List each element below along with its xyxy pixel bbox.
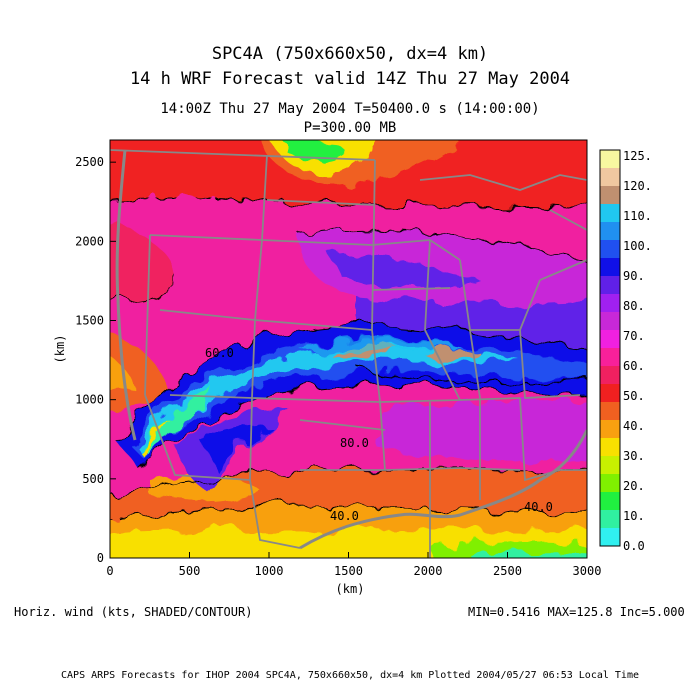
y-tick-label: 1500 (75, 314, 104, 328)
y-tick-label: 2500 (75, 155, 104, 169)
contour-label-40-right: 40.0 (524, 500, 553, 514)
colorbar-label: 0.0 (623, 539, 645, 553)
colorbar-label: 20. (623, 479, 645, 493)
wind-speed-field (110, 140, 587, 558)
contour-label-80: 80.0 (340, 436, 369, 450)
colorbar-swatch (600, 456, 620, 475)
colorbar-label: 90. (623, 269, 645, 283)
valid-time-label: 14:00Z Thu 27 May 2004 T=50400.0 s (14:0… (160, 101, 540, 117)
state-boundaries (110, 149, 587, 558)
y-tick-label: 500 (82, 472, 104, 486)
colorbar-swatch (600, 492, 620, 511)
colorbar-swatch (600, 348, 620, 367)
colorbar-label: 100. (623, 239, 652, 253)
x-axis-label: (km) (336, 582, 365, 596)
colorbar-swatch (600, 222, 620, 241)
colorbar-swatch (600, 420, 620, 439)
colorbar-swatch (600, 366, 620, 385)
y-axis-label: (km) (53, 335, 67, 364)
x-tick-label: 2000 (414, 564, 443, 578)
x-tick-label: 3000 (573, 564, 602, 578)
x-tick-label: 1500 (334, 564, 363, 578)
x-tick-label: 500 (179, 564, 201, 578)
x-tick-label: 0 (106, 564, 113, 578)
colorbar-swatch (600, 204, 620, 223)
contour-label-40-left: 40.0 (330, 509, 359, 523)
colorbar-swatch (600, 276, 620, 295)
forecast-title: 14 h WRF Forecast valid 14Z Thu 27 May 2… (129, 69, 571, 89)
x-axis: 0 500 1000 1500 2000 2500 3000 (106, 552, 601, 578)
colorbar-swatch (600, 294, 620, 313)
colorbar-swatch (600, 150, 620, 169)
x-tick-label: 2500 (493, 564, 522, 578)
y-tick-label: 1000 (75, 393, 104, 407)
color-legend: 125. 120. 110. 100. 90. 80. 70. 60. 50. 40. 30. 20.… (599, 149, 652, 553)
variable-description: Horiz. wind (kts, SHADED/CONTOUR) (14, 605, 253, 619)
plot-credit: CAPS ARPS Forecasts for IHOP 2004 SPC4A,… (61, 670, 639, 681)
colorbar-swatch (600, 510, 620, 529)
colorbar-swatch (600, 384, 620, 403)
colorbar-label: 30. (623, 449, 645, 463)
colorbar-label: 40. (623, 419, 645, 433)
colorbar-swatch (600, 168, 620, 187)
colorbar-label: 125. (623, 149, 652, 163)
plot-title: SPC4A (750x660x50, dx=4 km) (211, 44, 489, 64)
colorbar-label: 50. (623, 389, 645, 403)
colorbar-swatch (600, 528, 620, 547)
coastlines (115, 149, 587, 550)
colorbar-label: 110. (623, 209, 652, 223)
colorbar-swatch (600, 240, 620, 259)
colorbar-swatch (600, 258, 620, 277)
colorbar-label: 120. (623, 179, 652, 193)
field-statistics: MIN=0.5416 MAX=125.8 Inc=5.000 (468, 605, 685, 619)
colorbar-swatch (600, 474, 620, 493)
contour-label-60: 60.0 (205, 346, 234, 360)
colorbar-swatch (600, 186, 620, 205)
colorbar-frame (599, 149, 621, 547)
y-tick-label: 2000 (75, 234, 104, 248)
colorbar-swatch (600, 312, 620, 331)
y-tick-label: 0 (97, 551, 104, 565)
colorbar-swatch (600, 402, 620, 421)
y-axis: 0 500 1000 1500 2000 2500 (75, 155, 116, 565)
colorbar-label: 70. (623, 329, 645, 343)
colorbar-label: 60. (623, 359, 645, 373)
colorbar-swatch (600, 330, 620, 349)
pressure-level-label: P=300.00 MB (303, 120, 397, 136)
colorbar-label: 80. (623, 299, 645, 313)
x-tick-label: 1000 (255, 564, 284, 578)
colorbar-label: 10. (623, 509, 645, 523)
colorbar-swatch (600, 438, 620, 457)
